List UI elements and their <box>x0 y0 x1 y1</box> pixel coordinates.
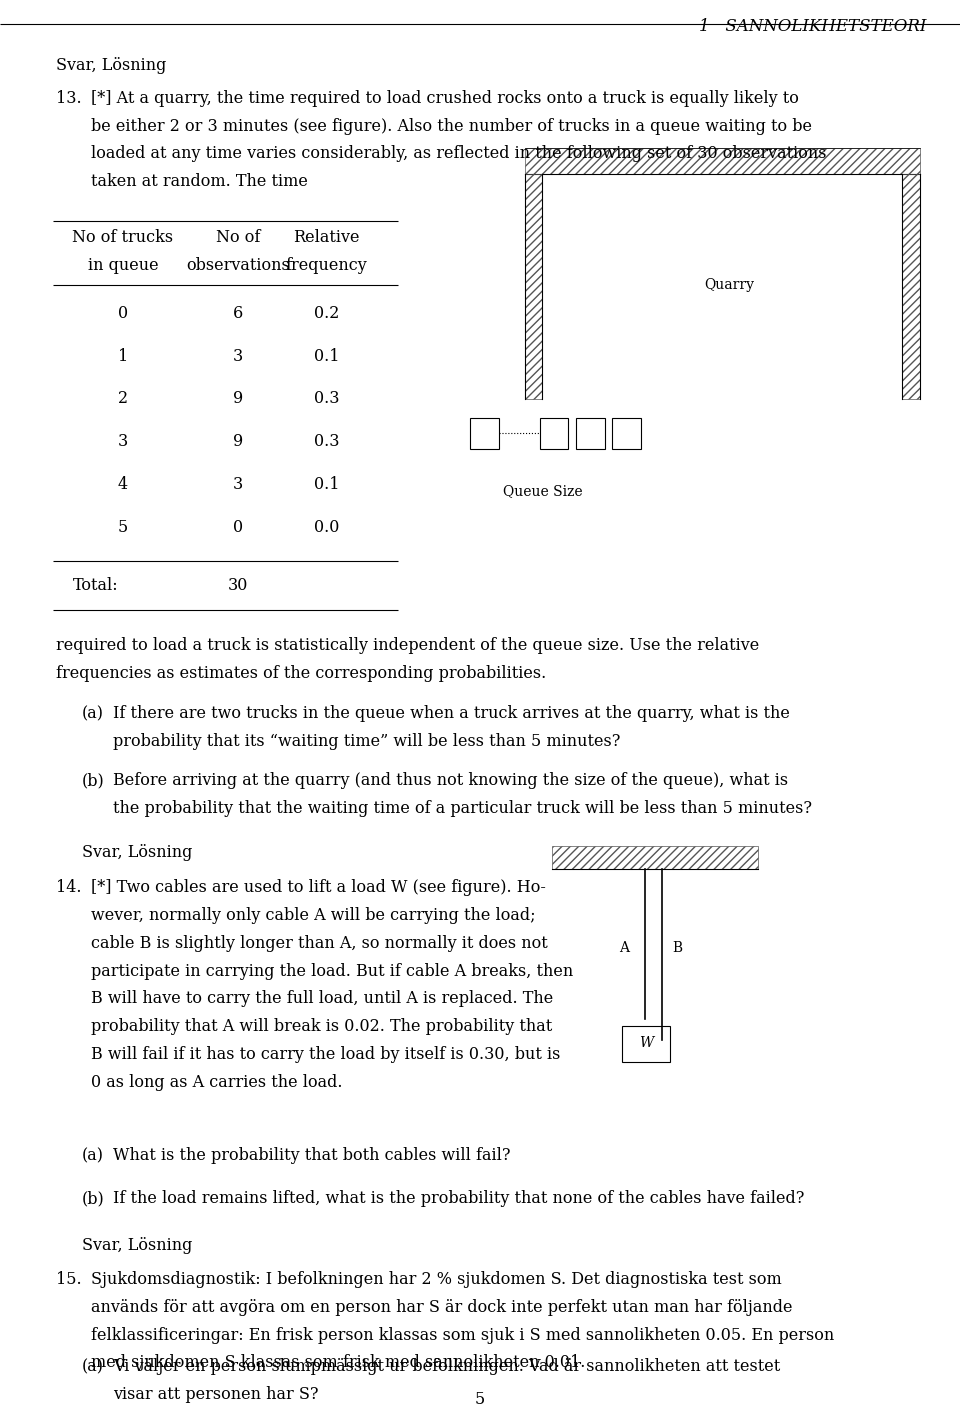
Text: 2: 2 <box>118 390 128 408</box>
Text: the probability that the waiting time of a particular truck will be less than 5 : the probability that the waiting time of… <box>113 801 812 817</box>
Text: 13.: 13. <box>56 90 82 107</box>
Text: 1   SANNOLIKHETSTEORI: 1 SANNOLIKHETSTEORI <box>699 19 926 34</box>
Text: taken at random. The time: taken at random. The time <box>91 172 308 190</box>
Text: 0.0: 0.0 <box>314 519 339 536</box>
Text: 15.: 15. <box>56 1271 82 1288</box>
Text: 5: 5 <box>475 1391 485 1408</box>
Text: B will fail if it has to carry the load by itself is 0.30, but is: B will fail if it has to carry the load … <box>91 1046 561 1063</box>
Text: frequency: frequency <box>285 258 368 274</box>
Text: loaded at any time varies considerably, as reflected in the following set of 30 : loaded at any time varies considerably, … <box>91 145 827 162</box>
Text: Quarry: Quarry <box>705 278 755 292</box>
Bar <box>525 148 920 174</box>
Bar <box>525 174 542 399</box>
Text: 9: 9 <box>233 433 243 450</box>
Text: 0.2: 0.2 <box>314 305 339 322</box>
Text: cable B is slightly longer than A, so normally it does not: cable B is slightly longer than A, so no… <box>91 935 548 952</box>
Text: (a): (a) <box>82 705 104 722</box>
Text: W: W <box>639 1036 653 1050</box>
Text: (a): (a) <box>82 1358 104 1375</box>
Text: (b): (b) <box>82 772 105 789</box>
Text: Queue Size: Queue Size <box>503 485 582 499</box>
Text: required to load a truck is statistically independent of the queue size. Use the: required to load a truck is statisticall… <box>56 637 759 654</box>
Bar <box>470 418 499 449</box>
Text: Svar, Lösning: Svar, Lösning <box>56 57 166 74</box>
Text: Vi väljer en person slumpmässigt ur befolkningen. Vad är sannolikheten att teste: Vi väljer en person slumpmässigt ur befo… <box>113 1358 780 1375</box>
Text: 14.: 14. <box>56 879 82 896</box>
Text: 0.1: 0.1 <box>314 348 339 365</box>
Text: felklassificeringar: En frisk person klassas som sjuk i S med sannolikheten 0.05: felklassificeringar: En frisk person kla… <box>91 1327 834 1344</box>
Text: 0.1: 0.1 <box>314 476 339 493</box>
Text: 3: 3 <box>233 348 243 365</box>
Text: be either 2 or 3 minutes (see figure). Also the number of trucks in a queue wait: be either 2 or 3 minutes (see figure). A… <box>91 117 812 134</box>
Text: Sjukdomsdiagnostik: I befolkningen har 2 % sjukdomen S. Det diagnostiska test so: Sjukdomsdiagnostik: I befolkningen har 2… <box>91 1271 782 1288</box>
Text: If the load remains lifted, what is the probability that none of the cables have: If the load remains lifted, what is the … <box>113 1190 804 1207</box>
Text: in queue: in queue <box>87 258 158 274</box>
Text: B: B <box>672 940 683 955</box>
Text: med sjukdomen S klassas som frisk med sannolikheten 0.01.: med sjukdomen S klassas som frisk med sa… <box>91 1354 586 1371</box>
Text: [*] Two cables are used to lift a load W (see figure). Ho-: [*] Two cables are used to lift a load W… <box>91 879 546 896</box>
Text: No of trucks: No of trucks <box>72 229 174 247</box>
Text: 0: 0 <box>118 305 128 322</box>
Text: [*] At a quarry, the time required to load crushed rocks onto a truck is equally: [*] At a quarry, the time required to lo… <box>91 90 799 107</box>
Bar <box>552 846 758 869</box>
Text: observations: observations <box>186 258 290 274</box>
Text: 3: 3 <box>233 476 243 493</box>
Text: probability that A will break is 0.02. The probability that: probability that A will break is 0.02. T… <box>91 1019 552 1035</box>
Text: frequencies as estimates of the corresponding probabilities.: frequencies as estimates of the correspo… <box>56 664 546 681</box>
Text: 0.3: 0.3 <box>314 433 339 450</box>
Text: Before arriving at the quarry (and thus not knowing the size of the queue), what: Before arriving at the quarry (and thus … <box>113 772 788 789</box>
Text: What is the probability that both cables will fail?: What is the probability that both cables… <box>113 1147 511 1164</box>
Text: (a): (a) <box>82 1147 104 1164</box>
Text: probability that its “waiting time” will be less than 5 minutes?: probability that its “waiting time” will… <box>113 734 621 750</box>
Text: 9: 9 <box>233 390 243 408</box>
Text: Relative: Relative <box>293 229 360 247</box>
Text: 0: 0 <box>233 519 243 536</box>
Text: Total:: Total: <box>73 577 119 594</box>
Text: 6: 6 <box>233 305 243 322</box>
Text: 5: 5 <box>118 519 128 536</box>
Text: 30: 30 <box>228 577 249 594</box>
Text: 4: 4 <box>118 476 128 493</box>
Bar <box>902 174 920 399</box>
Text: 0 as long as A carries the load.: 0 as long as A carries the load. <box>91 1074 343 1090</box>
Bar <box>612 418 641 449</box>
Bar <box>576 418 605 449</box>
Text: används för att avgöra om en person har S är dock inte perfekt utan man har följ: används för att avgöra om en person har … <box>91 1300 793 1315</box>
Text: If there are two trucks in the queue when a truck arrives at the quarry, what is: If there are two trucks in the queue whe… <box>113 705 790 722</box>
Text: participate in carrying the load. But if cable A breaks, then: participate in carrying the load. But if… <box>91 963 573 979</box>
Text: Svar, Lösning: Svar, Lösning <box>82 844 192 861</box>
Text: A: A <box>619 940 629 955</box>
Text: Svar, Lösning: Svar, Lösning <box>82 1237 192 1254</box>
Text: wever, normally only cable A will be carrying the load;: wever, normally only cable A will be car… <box>91 908 536 923</box>
Text: visar att personen har S?: visar att personen har S? <box>113 1385 319 1402</box>
Text: B will have to carry the full load, until A is replaced. The: B will have to carry the full load, unti… <box>91 990 554 1007</box>
Text: No of: No of <box>216 229 260 247</box>
Bar <box>540 418 568 449</box>
Text: 0.3: 0.3 <box>314 390 339 408</box>
Text: (b): (b) <box>82 1190 105 1207</box>
Bar <box>622 1026 670 1062</box>
Text: 3: 3 <box>118 433 128 450</box>
Text: 1: 1 <box>118 348 128 365</box>
